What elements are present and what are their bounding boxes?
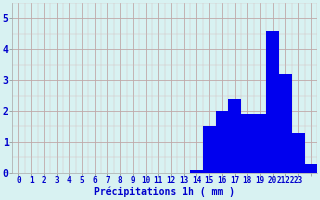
Bar (241, 114, 254, 173)
Bar (254, 114, 266, 173)
Bar (279, 74, 292, 173)
Bar (216, 111, 228, 173)
Bar (266, 31, 279, 173)
Bar (203, 126, 216, 173)
X-axis label: Précipitations 1h ( mm ): Précipitations 1h ( mm ) (94, 187, 235, 197)
Bar (305, 164, 317, 173)
Bar (228, 99, 241, 173)
Bar (292, 133, 305, 173)
Bar (190, 170, 203, 173)
